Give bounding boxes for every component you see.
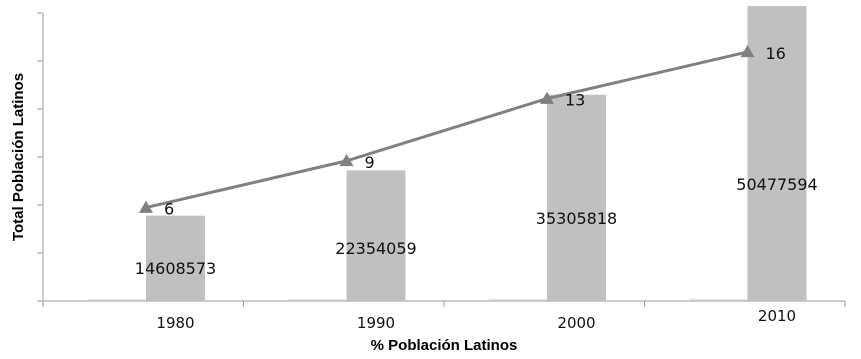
x-axis	[42, 300, 846, 307]
line-value-label: 16	[766, 44, 786, 63]
x-tick-label: 1990	[357, 314, 395, 332]
bar-baseline-stub	[489, 299, 546, 301]
x-tick-labels: 1980 1990 2000 2010	[156, 307, 796, 332]
bar-baseline-stub	[288, 299, 346, 301]
bars	[88, 6, 807, 302]
bar-value-label: 50477594	[736, 175, 817, 194]
bar	[146, 215, 205, 301]
line-point-marker	[339, 153, 354, 167]
bar	[547, 94, 606, 302]
bar-baseline-stub	[689, 299, 747, 301]
bar	[346, 170, 406, 301]
line-value-label: 9	[365, 153, 375, 172]
x-tick-label: 2000	[557, 314, 595, 332]
series-line	[145, 50, 748, 210]
y-axis-title: Total Población Latinos	[10, 73, 27, 241]
line-value-label: 6	[164, 200, 174, 219]
line-point-marker	[139, 200, 153, 213]
y-axis	[37, 12, 44, 302]
x-tick-label: 2010	[758, 307, 796, 325]
bar-value-label: 35305818	[536, 209, 617, 228]
line-point-marker	[540, 91, 554, 104]
bar	[747, 6, 807, 301]
x-tick-label: 1980	[156, 314, 194, 332]
bar-baseline-stub	[88, 299, 145, 301]
line-value-label: 13	[565, 91, 585, 110]
bar-value-label: 14608573	[135, 259, 216, 278]
line-point-marker	[740, 44, 755, 58]
line-series: 6 9 13 16	[139, 44, 786, 219]
bar-labels: 14608573 22354059 35305818 50477594	[135, 175, 818, 278]
bar-value-label: 22354059	[335, 239, 416, 258]
x-axis-title: % Población Latinos	[371, 337, 518, 354]
